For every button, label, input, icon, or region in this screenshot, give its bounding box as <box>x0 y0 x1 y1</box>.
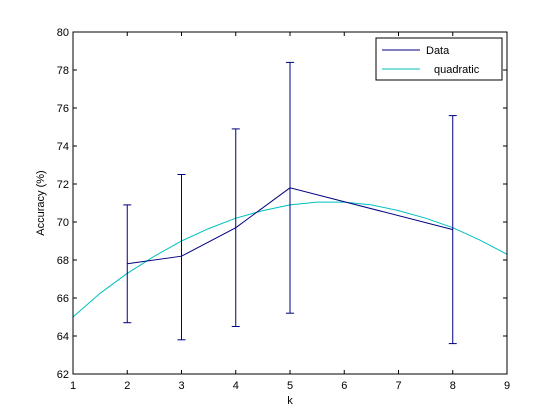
legend-box <box>375 37 503 81</box>
x-tick-label: 1 <box>70 380 76 392</box>
x-tick-label: 2 <box>124 380 130 392</box>
x-tick-label: 5 <box>287 380 293 392</box>
y-tick-label: 74 <box>57 141 69 153</box>
error-bar <box>231 128 240 327</box>
error-bar <box>123 204 132 324</box>
x-tick-label: 7 <box>395 380 401 392</box>
y-tick-label: 68 <box>57 255 69 267</box>
legend: Data quadratic <box>375 37 503 81</box>
error-bar <box>177 174 186 341</box>
y-tick-label: 72 <box>57 179 69 191</box>
x-tick-label: 9 <box>504 380 510 392</box>
y-tick-label: 76 <box>57 103 69 115</box>
x-tick-label: 4 <box>233 380 239 392</box>
x-tick-label: 3 <box>178 380 184 392</box>
series-layer <box>72 61 508 345</box>
error-bar <box>448 115 457 345</box>
legend-label-data: Data <box>426 45 450 57</box>
y-tick-label: 70 <box>57 217 69 229</box>
x-tick-label: 8 <box>450 380 456 392</box>
x-tick-label: 6 <box>341 380 347 392</box>
x-axis-label: k <box>287 395 293 407</box>
legend-label-quadratic: quadratic <box>434 64 480 76</box>
y-tick-label: 64 <box>57 331 69 343</box>
y-tick-label: 78 <box>57 65 69 77</box>
y-axis-label: Accuracy (%) <box>35 170 47 235</box>
y-tick-label: 80 <box>57 27 69 39</box>
y-tick-label: 66 <box>57 293 69 305</box>
y-tick-label: 62 <box>57 369 69 381</box>
error-bar <box>286 61 294 314</box>
